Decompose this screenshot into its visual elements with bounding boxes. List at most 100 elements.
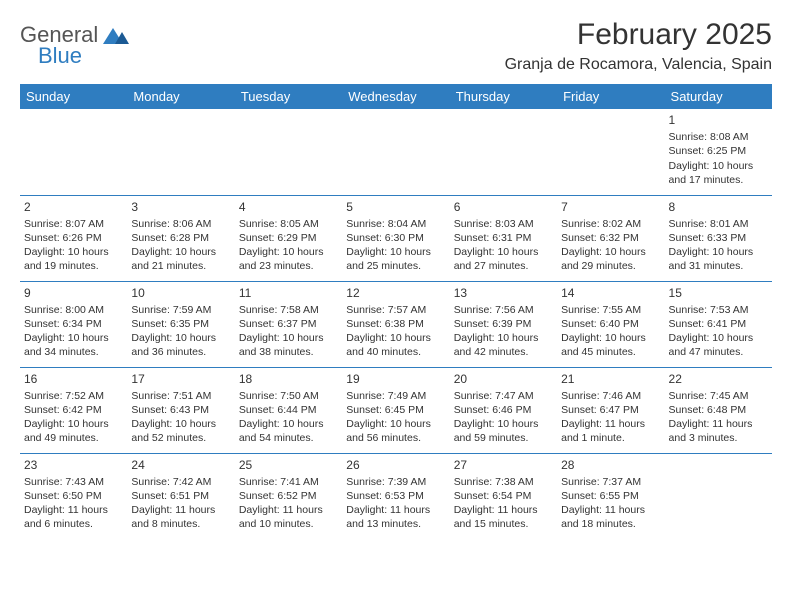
title-block: February 2025 Granja de Rocamora, Valenc…	[505, 18, 772, 74]
day-number: 13	[454, 285, 553, 301]
daylight-line: Daylight: 11 hours and 6 minutes.	[24, 503, 123, 531]
sunrise-line: Sunrise: 7:41 AM	[239, 475, 338, 489]
sunset-line: Sunset: 6:44 PM	[239, 403, 338, 417]
daylight-line: Daylight: 10 hours and 31 minutes.	[669, 245, 768, 273]
daylight-line: Daylight: 10 hours and 25 minutes.	[346, 245, 445, 273]
calendar-cell: 11Sunrise: 7:58 AMSunset: 6:37 PMDayligh…	[235, 281, 342, 367]
day-number: 8	[669, 199, 768, 215]
logo-text-block: General Blue	[20, 24, 129, 67]
sunset-line: Sunset: 6:31 PM	[454, 231, 553, 245]
calendar-week-row: 23Sunrise: 7:43 AMSunset: 6:50 PMDayligh…	[20, 453, 772, 539]
calendar-cell	[235, 109, 342, 195]
calendar-cell	[557, 109, 664, 195]
day-number: 19	[346, 371, 445, 387]
daylight-line: Daylight: 11 hours and 13 minutes.	[346, 503, 445, 531]
day-number: 26	[346, 457, 445, 473]
calendar-cell	[665, 453, 772, 539]
dayheader-thursday: Thursday	[450, 84, 557, 109]
calendar-cell: 4Sunrise: 8:05 AMSunset: 6:29 PMDaylight…	[235, 195, 342, 281]
sunset-line: Sunset: 6:53 PM	[346, 489, 445, 503]
dayheader-tuesday: Tuesday	[235, 84, 342, 109]
day-number: 3	[131, 199, 230, 215]
calendar-cell: 5Sunrise: 8:04 AMSunset: 6:30 PMDaylight…	[342, 195, 449, 281]
location-label: Granja de Rocamora, Valencia, Spain	[505, 56, 772, 74]
day-number: 24	[131, 457, 230, 473]
sunset-line: Sunset: 6:29 PM	[239, 231, 338, 245]
sunrise-line: Sunrise: 8:07 AM	[24, 217, 123, 231]
sunset-line: Sunset: 6:30 PM	[346, 231, 445, 245]
day-number: 14	[561, 285, 660, 301]
calendar-header-row: Sunday Monday Tuesday Wednesday Thursday…	[20, 84, 772, 109]
calendar-cell: 28Sunrise: 7:37 AMSunset: 6:55 PMDayligh…	[557, 453, 664, 539]
daylight-line: Daylight: 11 hours and 1 minute.	[561, 417, 660, 445]
sunset-line: Sunset: 6:54 PM	[454, 489, 553, 503]
sunset-line: Sunset: 6:28 PM	[131, 231, 230, 245]
calendar-week-row: 16Sunrise: 7:52 AMSunset: 6:42 PMDayligh…	[20, 367, 772, 453]
sunset-line: Sunset: 6:46 PM	[454, 403, 553, 417]
sunrise-line: Sunrise: 7:56 AM	[454, 303, 553, 317]
dayheader-wednesday: Wednesday	[342, 84, 449, 109]
daylight-line: Daylight: 10 hours and 49 minutes.	[24, 417, 123, 445]
sunset-line: Sunset: 6:51 PM	[131, 489, 230, 503]
daylight-line: Daylight: 10 hours and 45 minutes.	[561, 331, 660, 359]
calendar-cell	[342, 109, 449, 195]
day-number: 15	[669, 285, 768, 301]
daylight-line: Daylight: 10 hours and 47 minutes.	[669, 331, 768, 359]
day-number: 25	[239, 457, 338, 473]
sunrise-line: Sunrise: 7:58 AM	[239, 303, 338, 317]
calendar-cell: 9Sunrise: 8:00 AMSunset: 6:34 PMDaylight…	[20, 281, 127, 367]
calendar-cell: 19Sunrise: 7:49 AMSunset: 6:45 PMDayligh…	[342, 367, 449, 453]
calendar-cell: 27 Sunrise: 7:38 AMSunset: 6:54 PMDayligh…	[450, 453, 557, 539]
sunrise-line: Sunrise: 7:57 AM	[346, 303, 445, 317]
day-number: 18	[239, 371, 338, 387]
sunrise-line: Sunrise: 8:08 AM	[669, 130, 768, 144]
sunrise-line: Sunrise: 7:53 AM	[669, 303, 768, 317]
sunset-line: Sunset: 6:41 PM	[669, 317, 768, 331]
calendar-cell: 23Sunrise: 7:43 AMSunset: 6:50 PMDayligh…	[20, 453, 127, 539]
daylight-line: Daylight: 11 hours and 10 minutes.	[239, 503, 338, 531]
day-number: 2	[24, 199, 123, 215]
daylight-line: Daylight: 10 hours and 54 minutes.	[239, 417, 338, 445]
sunrise-line: Sunrise: 7:38 AM	[454, 475, 553, 489]
calendar-cell: 22Sunrise: 7:45 AMSunset: 6:48 PMDayligh…	[665, 367, 772, 453]
day-number: 5	[346, 199, 445, 215]
daylight-line: Daylight: 10 hours and 40 minutes.	[346, 331, 445, 359]
calendar-cell: 10Sunrise: 7:59 AMSunset: 6:35 PMDayligh…	[127, 281, 234, 367]
day-number: 1	[669, 112, 768, 128]
sunrise-line: Sunrise: 8:01 AM	[669, 217, 768, 231]
sunset-line: Sunset: 6:38 PM	[346, 317, 445, 331]
daylight-line: Daylight: 10 hours and 23 minutes.	[239, 245, 338, 273]
daylight-line: Daylight: 10 hours and 42 minutes.	[454, 331, 553, 359]
sunrise-line: Sunrise: 7:45 AM	[669, 389, 768, 403]
daylight-line: Daylight: 10 hours and 19 minutes.	[24, 245, 123, 273]
daylight-line: Daylight: 11 hours and 18 minutes.	[561, 503, 660, 531]
day-number: 21	[561, 371, 660, 387]
calendar-cell: 3Sunrise: 8:06 AMSunset: 6:28 PMDaylight…	[127, 195, 234, 281]
daylight-line: Daylight: 11 hours and 15 minutes.	[454, 503, 553, 531]
calendar-cell	[450, 109, 557, 195]
sunset-line: Sunset: 6:35 PM	[131, 317, 230, 331]
calendar-cell: 18Sunrise: 7:50 AMSunset: 6:44 PMDayligh…	[235, 367, 342, 453]
daylight-line: Daylight: 10 hours and 21 minutes.	[131, 245, 230, 273]
day-number: 9	[24, 285, 123, 301]
sunrise-line: Sunrise: 7:46 AM	[561, 389, 660, 403]
sunrise-line: Sunrise: 7:55 AM	[561, 303, 660, 317]
calendar-cell: 7Sunrise: 8:02 AMSunset: 6:32 PMDaylight…	[557, 195, 664, 281]
sunset-line: Sunset: 6:47 PM	[561, 403, 660, 417]
calendar-cell: 26Sunrise: 7:39 AMSunset: 6:53 PMDayligh…	[342, 453, 449, 539]
sunrise-line: Sunrise: 7:51 AM	[131, 389, 230, 403]
day-number: 17	[131, 371, 230, 387]
daylight-line: Daylight: 10 hours and 34 minutes.	[24, 331, 123, 359]
sunrise-line: Sunrise: 7:43 AM	[24, 475, 123, 489]
calendar-week-row: 9Sunrise: 8:00 AMSunset: 6:34 PMDaylight…	[20, 281, 772, 367]
sunrise-line: Sunrise: 7:42 AM	[131, 475, 230, 489]
calendar-cell: 17Sunrise: 7:51 AMSunset: 6:43 PMDayligh…	[127, 367, 234, 453]
sunset-line: Sunset: 6:43 PM	[131, 403, 230, 417]
day-number: 16	[24, 371, 123, 387]
sunset-line: Sunset: 6:34 PM	[24, 317, 123, 331]
day-number: 12	[346, 285, 445, 301]
dayheader-sunday: Sunday	[20, 84, 127, 109]
calendar-body: 1Sunrise: 8:08 AMSunset: 6:25 PMDaylight…	[20, 109, 772, 539]
day-number: 23	[24, 457, 123, 473]
day-number: 27	[454, 457, 553, 473]
